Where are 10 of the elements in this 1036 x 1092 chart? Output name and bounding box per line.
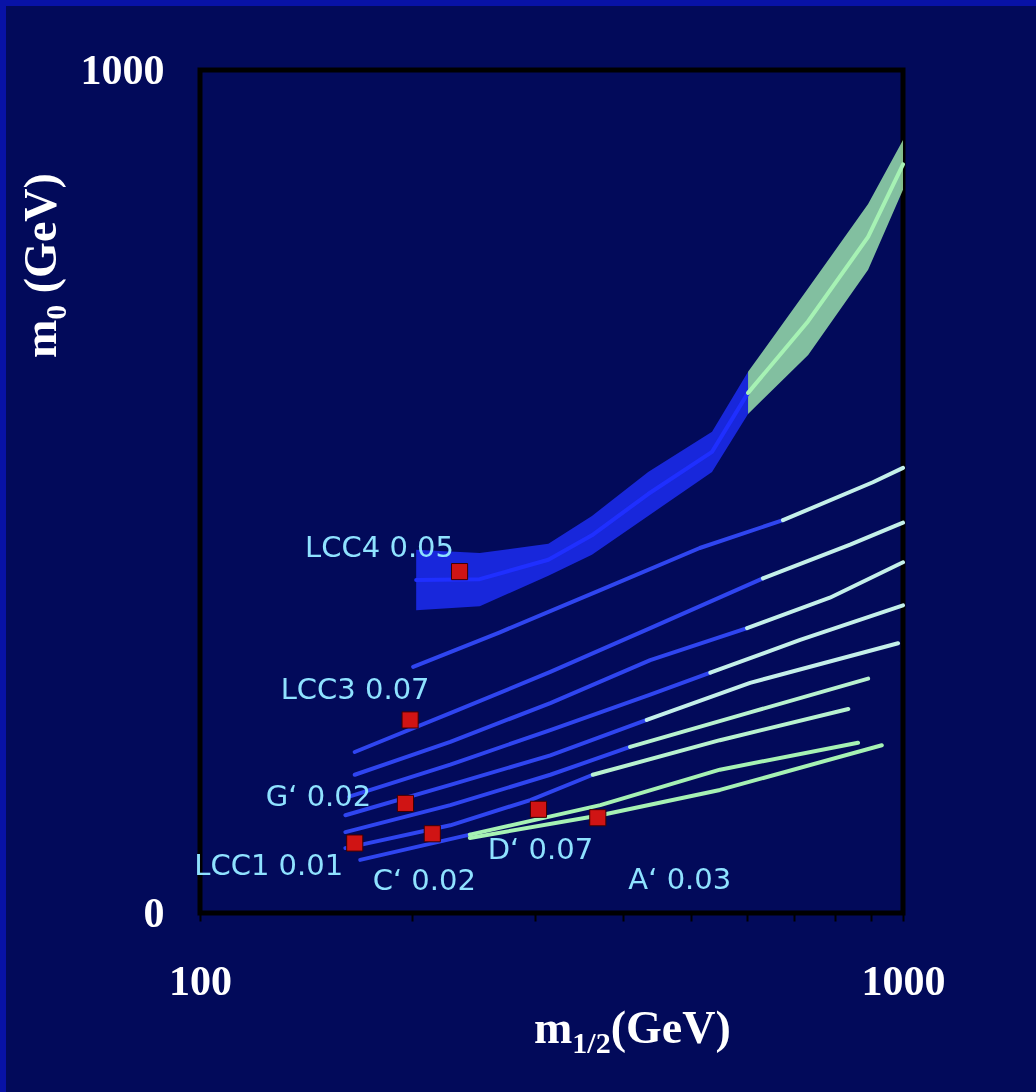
annotation: LCC4 0.05 bbox=[305, 529, 455, 564]
annotation: C‘ 0.02 bbox=[372, 862, 476, 897]
annotation: A‘ 0.03 bbox=[628, 861, 732, 896]
annotation: D‘ 0.07 bbox=[487, 832, 594, 867]
annotation: LCC1 0.01 bbox=[194, 848, 344, 883]
x-tick-label: 100 bbox=[169, 957, 232, 1004]
annotation: G‘ 0.02 bbox=[265, 779, 372, 814]
y-tick-label: 0 bbox=[143, 889, 165, 936]
x-axis-title: m$_{1/2}$(GeV) bbox=[534, 1001, 731, 1061]
annotation: LCC3 0.07 bbox=[280, 671, 430, 706]
